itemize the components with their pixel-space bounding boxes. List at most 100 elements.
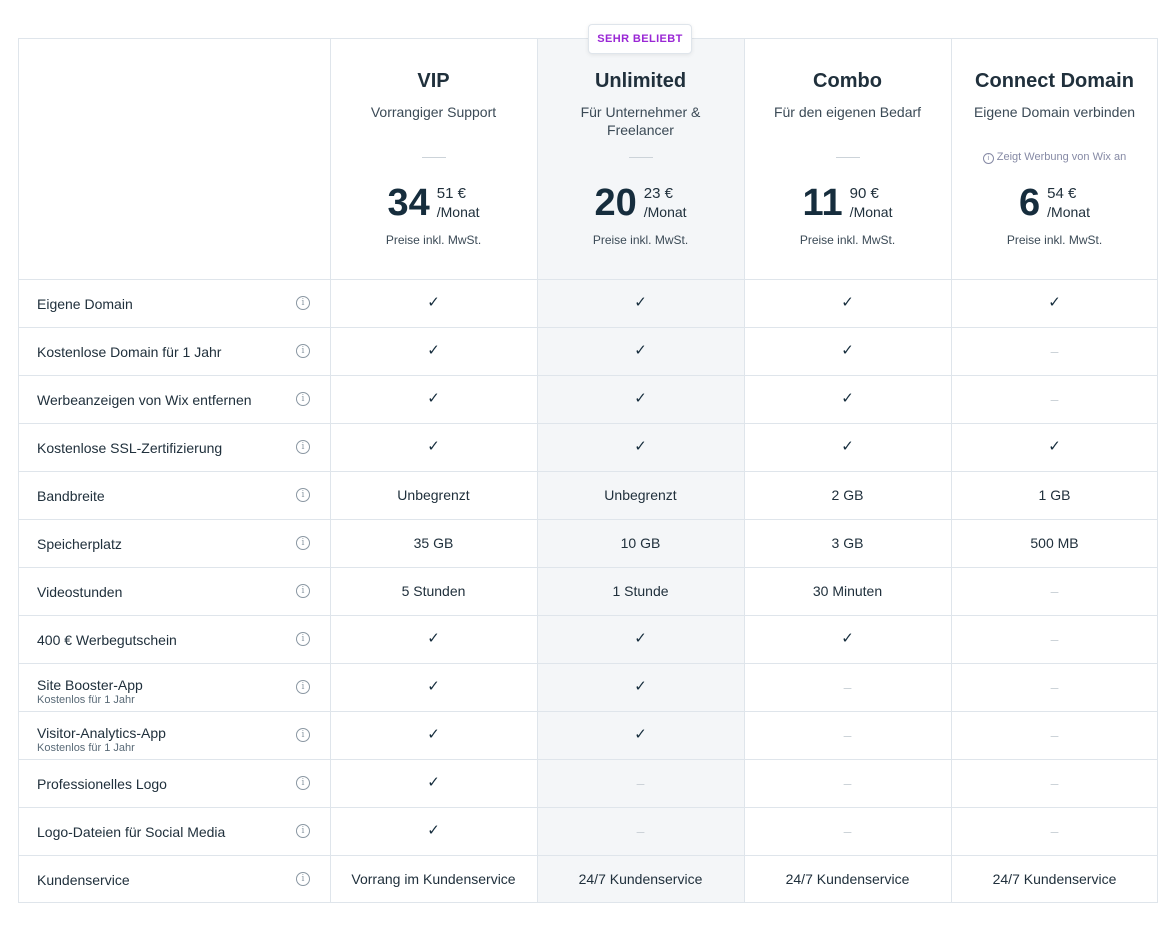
info-icon[interactable]: i	[296, 632, 310, 646]
ads-note-text: Zeigt Werbung von Wix an	[996, 151, 1127, 163]
feature-label: Speicherplatz	[37, 536, 122, 552]
price-whole: 6	[1019, 182, 1041, 224]
feature-label: Videostunden	[37, 584, 123, 600]
info-icon[interactable]: i	[296, 536, 310, 550]
plan-name: Connect Domain	[975, 70, 1134, 92]
check-icon: ✓	[634, 294, 647, 311]
price-whole: 20	[594, 182, 637, 224]
check-icon: ✓	[427, 294, 440, 311]
feature-label: Kostenlose SSL-Zertifizierung	[37, 440, 223, 456]
info-icon[interactable]: i	[296, 872, 310, 886]
row-divider	[19, 711, 1157, 712]
not-included-dash: –	[843, 775, 852, 791]
check-icon: ✓	[841, 438, 854, 455]
price-tax-note: Preise inkl. MwSt.	[385, 233, 482, 247]
price-period: /Monat	[643, 204, 687, 220]
highlighted-plan-column	[537, 39, 744, 902]
feature-label: Logo-Dateien für Social Media	[37, 824, 226, 840]
not-included-dash: –	[1050, 775, 1059, 791]
not-included-dash: –	[636, 823, 645, 839]
feature-value: 1 Stunde	[612, 583, 669, 599]
feature-label: Eigene Domain	[37, 296, 133, 312]
check-icon: ✓	[634, 726, 647, 743]
check-icon: ✓	[427, 822, 440, 839]
plan-header: VIP Vorrangiger Support 34 51 € /Monat Preise…	[330, 39, 537, 279]
row-divider	[19, 615, 1157, 616]
not-included-dash: –	[1050, 823, 1059, 839]
check-icon: ✓	[634, 438, 647, 455]
feature-sublabel: Kostenlos für 1 Jahr	[37, 742, 135, 754]
row-divider	[19, 663, 1157, 664]
info-icon[interactable]: i	[296, 392, 310, 406]
price-tax-note: Preise inkl. MwSt.	[1006, 233, 1103, 247]
check-icon: ✓	[634, 342, 647, 359]
check-icon: ✓	[634, 630, 647, 647]
info-icon[interactable]: i	[296, 296, 310, 310]
price-cents: 51 €	[436, 185, 466, 202]
info-icon[interactable]: i	[296, 344, 310, 358]
feature-value: Vorrang im Kundenservice	[351, 871, 516, 887]
feature-label: Site Booster-App	[37, 677, 143, 693]
info-icon[interactable]: i	[296, 488, 310, 502]
check-icon: ✓	[841, 342, 854, 359]
row-divider	[19, 471, 1157, 472]
plan-subtitle: Vorrangiger Support	[370, 104, 497, 120]
check-icon: ✓	[427, 774, 440, 791]
info-icon[interactable]: i	[296, 680, 310, 694]
check-icon: ✓	[841, 630, 854, 647]
feature-value: 500 MB	[1030, 535, 1079, 551]
ads-note: i Zeigt Werbung von Wix an	[951, 151, 1158, 164]
price-period: /Monat	[849, 204, 893, 220]
info-icon[interactable]: i	[296, 776, 310, 790]
check-icon: ✓	[1048, 438, 1061, 455]
feature-value: Unbegrenzt	[604, 487, 677, 503]
plan-name: Combo	[813, 70, 882, 92]
feature-value: 10 GB	[620, 535, 661, 551]
feature-value: 24/7 Kundenservice	[578, 871, 703, 887]
feature-label: Visitor-Analytics-App	[37, 725, 166, 741]
feature-value: 3 GB	[831, 535, 864, 551]
row-divider	[19, 855, 1157, 856]
plan-price: 20 23 € /Monat	[537, 181, 744, 225]
row-divider	[19, 519, 1157, 520]
check-icon: ✓	[841, 294, 854, 311]
feature-value: 24/7 Kundenservice	[785, 871, 910, 887]
column-divider	[537, 39, 538, 902]
feature-value: 5 Stunden	[401, 583, 466, 599]
check-icon: ✓	[427, 726, 440, 743]
feature-label: Kundenservice	[37, 872, 130, 888]
feature-value: Unbegrenzt	[397, 487, 470, 503]
info-icon[interactable]: i	[296, 440, 310, 454]
plan-subtitle: Für Unternehmer & Freelancer	[580, 104, 701, 138]
feature-value: 24/7 Kundenservice	[992, 871, 1117, 887]
pricing-comparison-table: VIP Vorrangiger Support 34 51 € /Monat Preise…	[18, 38, 1158, 903]
header-divider	[422, 157, 446, 158]
check-icon: ✓	[427, 342, 440, 359]
check-icon: ✓	[634, 390, 647, 407]
info-icon[interactable]: i	[296, 584, 310, 598]
feature-label: Bandbreite	[37, 488, 105, 504]
feature-value: 30 Minuten	[812, 583, 883, 599]
plan-header: Unlimited Für Unternehmer & Freelancer 20 2…	[537, 39, 744, 279]
info-icon: i	[982, 153, 994, 164]
row-divider	[19, 759, 1157, 760]
price-whole: 11	[802, 182, 843, 224]
price-period: /Monat	[436, 204, 480, 220]
plan-price: 11 90 € /Monat	[744, 181, 951, 225]
not-included-dash: –	[636, 775, 645, 791]
plan-price: 34 51 € /Monat	[330, 181, 537, 225]
column-divider	[330, 39, 331, 902]
feature-value: 1 GB	[1038, 487, 1071, 503]
info-icon[interactable]: i	[296, 824, 310, 838]
feature-sublabel: Kostenlos für 1 Jahr	[37, 694, 135, 706]
check-icon: ✓	[841, 390, 854, 407]
feature-label: Kostenlose Domain für 1 Jahr	[37, 344, 222, 360]
plan-header: Connect Domain Eigene Domain verbinden i Ze…	[951, 39, 1158, 279]
check-icon: ✓	[427, 630, 440, 647]
feature-value: 2 GB	[831, 487, 864, 503]
popular-badge: SEHR BELIEBT	[588, 24, 692, 54]
price-cents: 90 €	[849, 185, 879, 202]
plan-subtitle: Eigene Domain verbinden	[973, 104, 1136, 120]
info-icon[interactable]: i	[296, 728, 310, 742]
feature-label: 400 € Werbegutschein	[37, 632, 177, 648]
